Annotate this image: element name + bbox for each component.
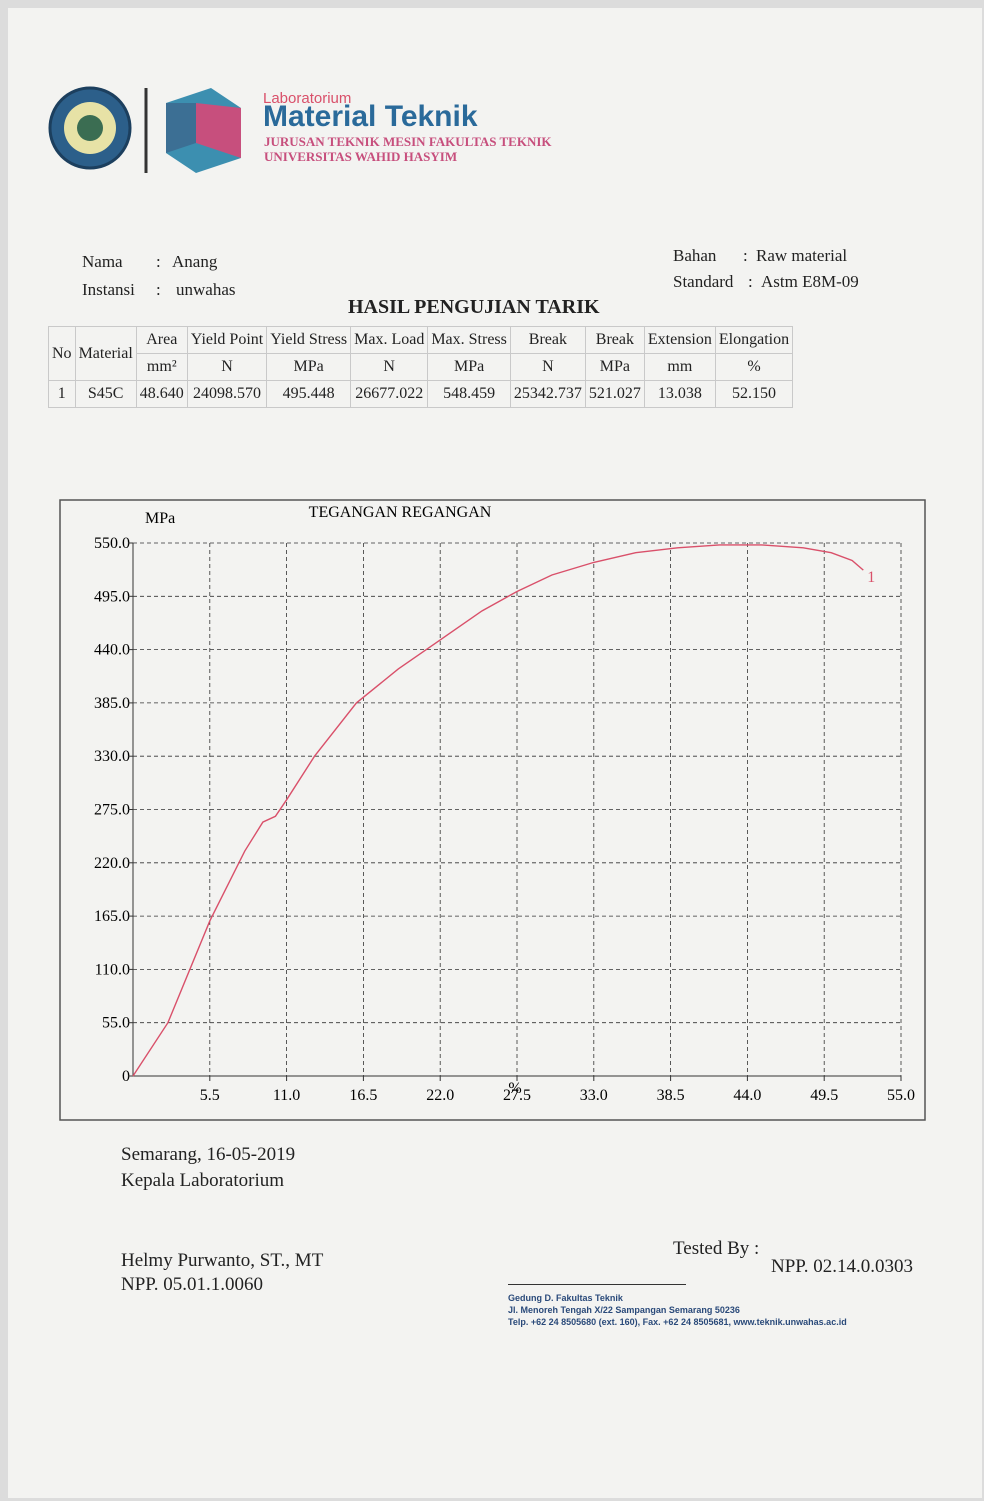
x-tick-label: 49.5 xyxy=(810,1087,838,1104)
cell: 548.459 xyxy=(427,380,511,408)
university: UNIVERSITAS WAHID HASYIM xyxy=(264,149,458,164)
column-header: Elongation xyxy=(714,326,794,354)
nama-label: Nama xyxy=(82,252,123,271)
cell: 25342.737 xyxy=(509,380,586,408)
unit-cell: MPa xyxy=(266,353,352,381)
unit-cell: N xyxy=(509,353,586,381)
unit-cell: MPa xyxy=(584,353,645,381)
x-axis-label: % xyxy=(508,1080,521,1097)
column-header: Material xyxy=(74,326,137,381)
unit-cell: % xyxy=(714,353,794,381)
tested-by: Tested By : xyxy=(673,1238,760,1259)
column-header: Max. Load xyxy=(350,326,429,354)
signer-npp: NPP. 05.01.1.0060 xyxy=(121,1274,263,1295)
chart-frame xyxy=(59,499,926,1121)
y-tick-label: 330.0 xyxy=(94,748,130,765)
unit-row: mm² N MPa N MPa N MPa mm% xyxy=(49,353,794,381)
colon: : xyxy=(748,272,753,291)
column-header: Break xyxy=(509,326,586,354)
address: Telp. +62 24 8505680 (ext. 160), Fax. +6… xyxy=(508,1317,847,1327)
x-tick-label: 5.5 xyxy=(200,1087,220,1104)
y-tick-label: 385.0 xyxy=(94,695,130,712)
bahan-label: Bahan xyxy=(673,246,717,265)
cell: 1 xyxy=(48,380,76,408)
x-tick-label: 16.5 xyxy=(349,1087,377,1104)
tester-npp: NPP. 02.14.0.0303 xyxy=(771,1256,913,1277)
column-header: Break xyxy=(584,326,645,354)
y-tick-label: 110.0 xyxy=(95,961,130,978)
colon: : xyxy=(743,246,748,265)
column-header: Max. Stress xyxy=(427,326,511,354)
x-tick-label: 22.0 xyxy=(426,1087,454,1104)
colon: : xyxy=(156,280,161,299)
cell: 521.027 xyxy=(584,380,645,408)
series-label: 1 xyxy=(867,569,875,586)
unit-cell: mm xyxy=(643,353,716,381)
chart-title: TEGANGAN REGANGAN xyxy=(309,504,492,521)
nama: Anang xyxy=(172,252,218,271)
cell: 26677.022 xyxy=(350,380,429,408)
y-axis-label: MPa xyxy=(145,510,175,527)
cell: S45C xyxy=(74,380,137,408)
y-tick-label: 440.0 xyxy=(94,642,130,659)
y-tick-label: 165.0 xyxy=(94,908,130,925)
results-table: No Material Area Yield Point Yield Stress Max… xyxy=(48,326,794,408)
column-header: Yield Stress xyxy=(266,326,352,354)
cell: 24098.570 xyxy=(186,380,268,408)
y-tick-label: 275.0 xyxy=(94,802,130,819)
logos xyxy=(48,86,241,173)
cell: 48.640 xyxy=(135,380,188,408)
lab-small: Laboratorium xyxy=(263,90,352,107)
signer: Helmy Purwanto, ST., MT xyxy=(121,1250,324,1271)
document: Laboratorium Material Teknik JURUSAN TEK… xyxy=(8,8,982,1498)
table-title: HASIL PENGUJIAN TARIK xyxy=(348,296,600,318)
x-tick-label: 55.0 xyxy=(887,1087,915,1104)
address: Gedung D. Fakultas Teknik xyxy=(508,1293,623,1303)
dept: JURUSAN TEKNIK MESIN FAKULTAS TEKNIK xyxy=(264,134,552,149)
column-header: Area xyxy=(135,326,188,354)
bahan: Raw material xyxy=(756,246,848,265)
colon: : xyxy=(156,252,161,271)
instansi: unwahas xyxy=(176,280,236,299)
column-header: Yield Point xyxy=(186,326,268,354)
y-tick-label: 495.0 xyxy=(94,588,130,605)
chart: TEGANGAN REGANGAN MPa % 0 55.0 110.0 165.0 2… xyxy=(59,499,926,1121)
column-header: No xyxy=(48,326,76,381)
x-tick-label: 38.5 xyxy=(657,1087,685,1104)
y-tick-label: 55.0 xyxy=(102,1015,130,1032)
unit-cell: N xyxy=(186,353,268,381)
place-date: Semarang, 16-05-2019 xyxy=(121,1144,296,1165)
header-row: No Material Area Yield Point Yield Stress Max… xyxy=(48,326,794,381)
column-header: Extension xyxy=(643,326,716,354)
unit-cell: MPa xyxy=(427,353,511,381)
standard-label: Standard xyxy=(673,272,734,291)
role: Kepala Laboratorium xyxy=(121,1170,285,1191)
y-tick-label: 0 xyxy=(122,1068,130,1085)
x-tick-label: 44.0 xyxy=(733,1087,761,1104)
cell: 495.448 xyxy=(266,380,352,408)
x-tick-label: 33.0 xyxy=(580,1087,608,1104)
instansi-label: Instansi xyxy=(82,280,135,299)
data-row: 1 S45C 48.640 24098.570 495.448 26677.022 548.… xyxy=(48,380,794,408)
standard: Astm E8M-09 xyxy=(761,272,859,291)
x-tick-label: 11.0 xyxy=(273,1087,300,1104)
line-series xyxy=(132,544,864,1077)
lab-name: Material Teknik xyxy=(263,100,478,133)
address: Jl. Menoreh Tengah X/22 Sampangan Semara… xyxy=(508,1305,740,1315)
x-tick-label: 27.5 xyxy=(503,1087,531,1104)
cell: 13.038 xyxy=(643,380,716,408)
y-tick-label: 220.0 xyxy=(94,855,130,872)
separator xyxy=(508,1284,686,1285)
unit-cell: mm² xyxy=(135,353,188,381)
cell: 52.150 xyxy=(714,380,794,408)
y-tick-label: 550.0 xyxy=(94,535,130,552)
unit-cell: N xyxy=(350,353,429,381)
